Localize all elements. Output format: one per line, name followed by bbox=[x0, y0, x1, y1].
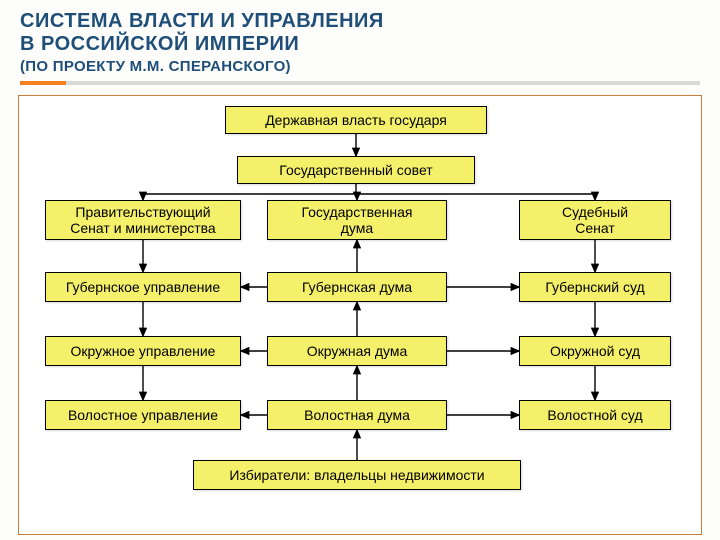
diagram-stage: Державная власть государя Государственный… bbox=[18, 95, 702, 535]
node-okr_court: Окружной суд bbox=[519, 336, 671, 366]
title-line-2: В РОССИЙСКОЙ ИМПЕРИИ bbox=[20, 33, 700, 56]
title-sub: (ПО ПРОЕКТУ М.М. СПЕРАНСКОГО) bbox=[20, 58, 700, 75]
node-senate_gov: Правительствующий Сенат и министерства bbox=[45, 200, 241, 240]
node-vol_duma: Волостная дума bbox=[267, 400, 447, 430]
node-sovereign: Державная власть государя bbox=[225, 106, 487, 134]
node-vol_admin: Волостное управление bbox=[45, 400, 241, 430]
node-duma_state: Государственная дума bbox=[267, 200, 447, 240]
node-vol_court: Волостной суд bbox=[519, 400, 671, 430]
node-council: Государственный совет bbox=[237, 156, 475, 184]
node-okr_admin: Окружное управление bbox=[45, 336, 241, 366]
node-gub_duma: Губернская дума bbox=[267, 272, 447, 302]
title-line-1: СИСТЕМА ВЛАСТИ И УПРАВЛЕНИЯ bbox=[20, 10, 700, 33]
node-senate_jud: Судебный Сенат bbox=[519, 200, 671, 240]
node-okr_duma: Окружная дума bbox=[267, 336, 447, 366]
node-gub_court: Губернский суд bbox=[519, 272, 671, 302]
title-rule bbox=[20, 81, 700, 85]
node-voters: Избиратели: владельцы недвижимости bbox=[193, 460, 521, 490]
node-gub_admin: Губернское управление bbox=[45, 272, 241, 302]
